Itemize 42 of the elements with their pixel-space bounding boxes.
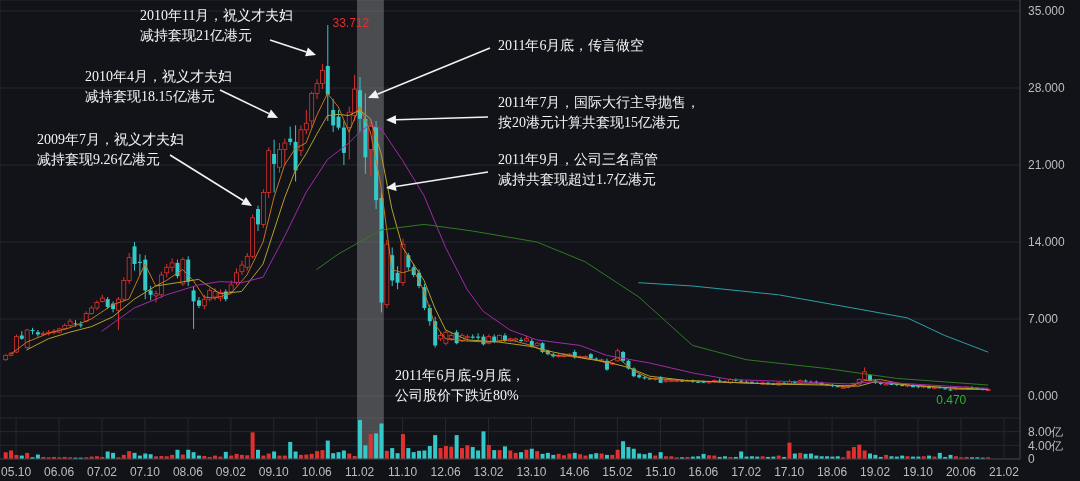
x-tick-label: 09.02 [215,464,247,479]
annotation: 2010年4月，祝义才夫妇减持套现18.15亿港元 [85,68,233,106]
x-tick-label: 16.06 [688,464,719,479]
x-tick-label: 09.10 [258,464,290,479]
annotation: 2011年9月，公司三名高管减持共套现超过1.7亿港元 [498,151,660,189]
annotation: 0.470 [936,392,967,407]
x-tick-label: 15.02 [602,464,633,479]
x-tick-label: 18.06 [817,464,848,479]
y-tick-label: 8.00亿 [1028,424,1064,439]
x-tick-label: 06.06 [44,464,75,479]
x-tick-label: 19.10 [902,464,934,479]
x-tick-label: 19.02 [860,464,891,479]
y-tick-label: 7.000 [1028,312,1059,327]
x-tick-label: 11.02 [345,464,375,479]
x-tick-label: 11.10 [388,464,418,479]
y-tick-label: 28.000 [1028,81,1066,96]
y-tick-label: 0.000 [1028,389,1059,404]
x-tick-label: 15.10 [645,464,676,479]
x-tick-label: 12.06 [430,464,461,479]
y-tick-label: 35.000 [1028,4,1066,19]
annotation: 2009年7月，祝义才夫妇减持套现9.26亿港元 [37,131,185,169]
y-tick-label: 0 [1028,452,1035,467]
annotation: 2010年11月，祝义才夫妇减持套现21亿港元 [140,7,295,45]
x-tick-label: 05.10 [1,464,32,479]
x-tick-label: 17.02 [731,464,762,479]
x-tick-label: 13.02 [473,464,504,479]
y-tick-label: 14.000 [1028,235,1066,250]
x-tick-label: 13.10 [516,464,547,479]
x-tick-label: 08.06 [172,464,204,479]
x-tick-label: 14.06 [559,464,590,479]
x-tick-label: 10.06 [301,464,333,479]
x-tick-label: 07.10 [129,464,161,479]
x-tick-label: 21.02 [988,464,1020,479]
x-tick-label: 20.06 [945,464,977,479]
annotation: 2011年6月底-9月底，公司股价下跌近80% [395,367,527,405]
x-tick-label: 17.10 [774,464,805,479]
x-tick-label: 07.02 [86,464,118,479]
annotation: 33.712 [332,16,370,31]
y-tick-label: 21.000 [1028,158,1066,173]
y-tick-label: 4.00亿 [1028,438,1064,453]
annotation: 2011年7月，国际大行主导抛售，按20港元计算共套现15亿港元 [498,94,702,132]
annotation: 2011年6月底，传言做空 [498,37,645,55]
